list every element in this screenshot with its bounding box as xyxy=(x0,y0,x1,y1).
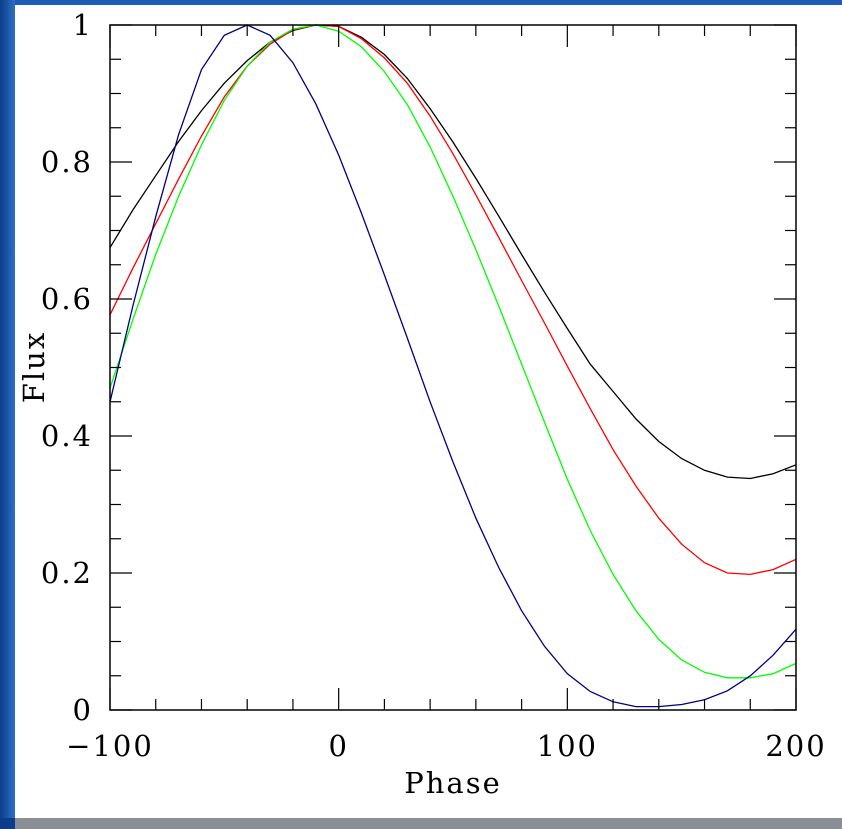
x-tick-label: 200 xyxy=(765,729,826,763)
background-left-band xyxy=(0,0,15,829)
ticks-layer xyxy=(109,24,797,711)
series-line-2 xyxy=(109,24,797,576)
background-top-band xyxy=(0,0,842,5)
x-tick-label: 100 xyxy=(537,729,598,763)
series-layer xyxy=(109,24,797,708)
background-bottom-left-corner xyxy=(0,818,15,829)
y-tick-label: 0.6 xyxy=(41,282,93,316)
background-bottom-band xyxy=(0,818,842,829)
y-tick-label: 0.4 xyxy=(41,419,93,453)
x-axis-label: Phase xyxy=(404,766,502,800)
chart-panel: −100 0 100 200 0 0.2 0.4 0.6 0.8 1 Phase Flux xyxy=(15,5,842,818)
series-line-3 xyxy=(109,24,797,679)
y-axis-label: Flux xyxy=(17,331,51,403)
y-tick-label: 0.2 xyxy=(41,556,93,590)
y-tick-label: 1 xyxy=(73,8,93,42)
x-tick-label: 0 xyxy=(328,729,348,763)
plot-frame xyxy=(109,24,797,711)
y-tick-label: 0.8 xyxy=(41,145,93,179)
series-line-1 xyxy=(109,24,797,480)
x-tick-label: −100 xyxy=(66,729,154,763)
y-tick-label: 0 xyxy=(73,693,93,727)
series-line-4 xyxy=(109,24,797,708)
